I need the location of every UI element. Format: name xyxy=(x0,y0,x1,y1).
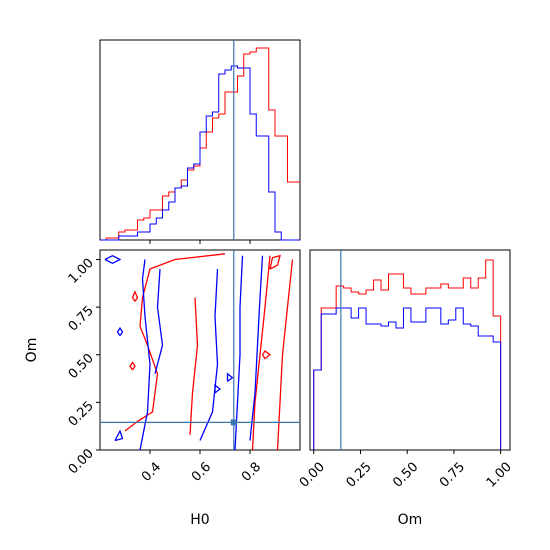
contour-line-1-6 xyxy=(114,429,124,442)
h0-histogram-series-1 xyxy=(100,65,300,241)
om-x-tick-label-1: 0.25 xyxy=(344,460,375,491)
contour-lines xyxy=(104,253,294,450)
contour-line-0-6 xyxy=(131,290,139,302)
om-x-tick-label-4: 1.00 xyxy=(484,460,515,491)
contour-x-tick-label-2: 0.8 xyxy=(239,460,264,485)
contour-line-0-2 xyxy=(124,253,226,432)
om-histogram-panel: Om 0.00 0.25 0.50 0.75 1.00 xyxy=(297,249,515,528)
contour-line-0-7 xyxy=(129,361,136,371)
contour-x-tick-label-0: 0.4 xyxy=(139,460,164,485)
contour-line-0-1 xyxy=(251,255,271,450)
contour-line-0-0 xyxy=(276,259,294,450)
contour-line-1-3 xyxy=(139,259,151,450)
contour-y-tick-label-1: 0.25 xyxy=(66,399,97,430)
contour-line-1-2 xyxy=(249,255,264,441)
contour-line-1-8 xyxy=(214,383,222,394)
contour-y-tick-label-3: 0.75 xyxy=(66,303,97,334)
contour-y-tick-label-4: 1.00 xyxy=(66,256,97,287)
h0-om-contour-panel: H0 Om 0.4 0.6 0.8 0.00 0.25 0.50 0.75 1.00 xyxy=(24,249,301,528)
contour-truth-marker xyxy=(230,419,237,426)
om-histogram-series-0 xyxy=(313,259,502,450)
contour-line-1-1 xyxy=(199,268,219,441)
h0-histogram-series-0 xyxy=(100,47,300,241)
om-x-tick-label-0: 0.00 xyxy=(297,460,328,491)
om-x-axis-label: Om xyxy=(398,512,423,528)
contour-line-1-7 xyxy=(116,326,124,337)
om-histogram-series-1 xyxy=(313,307,502,450)
contour-line-1-5 xyxy=(104,254,122,265)
contour-y-tick-label-0: 0.00 xyxy=(66,446,97,477)
om-x-tick-label-3: 0.75 xyxy=(437,460,468,491)
contour-line-1-4 xyxy=(154,268,164,374)
om-histogram-frame xyxy=(309,249,511,451)
h0-histogram-panel xyxy=(99,39,301,244)
contour-y-tick-label-2: 0.50 xyxy=(66,351,97,382)
contour-line-0-4 xyxy=(261,350,272,360)
contour-x-tick-label-1: 0.6 xyxy=(189,460,214,485)
contour-line-0-5 xyxy=(269,254,281,270)
contour-frame xyxy=(99,249,301,451)
contour-x-axis-label: H0 xyxy=(190,512,209,528)
contour-line-1-0 xyxy=(234,255,244,450)
contour-line-1-9 xyxy=(226,372,234,382)
contour-line-0-3 xyxy=(189,297,199,435)
contour-y-axis-label: Om xyxy=(24,338,40,363)
om-x-tick-label-2: 0.50 xyxy=(390,460,421,491)
